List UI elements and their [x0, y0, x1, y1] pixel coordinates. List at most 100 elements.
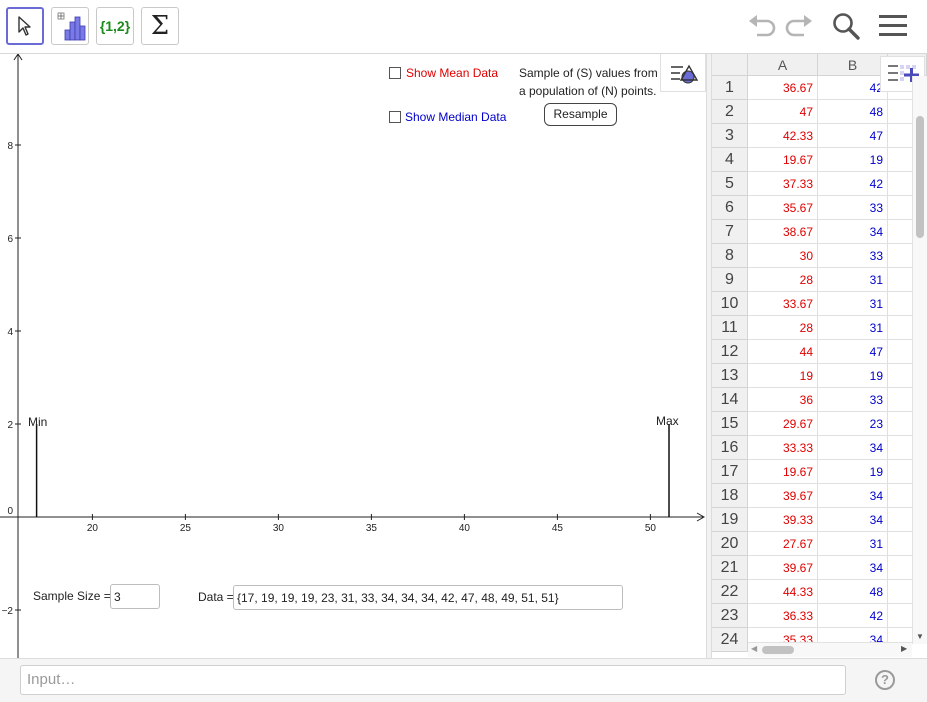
- row-header[interactable]: 20: [712, 532, 748, 556]
- cell-c[interactable]: [888, 556, 912, 580]
- cell-a[interactable]: 44: [748, 340, 818, 364]
- cell-b[interactable]: 42: [818, 172, 888, 196]
- row-header[interactable]: 9: [712, 268, 748, 292]
- sum-button[interactable]: Σ: [141, 7, 179, 45]
- scroll-right-arrow-icon[interactable]: ▶: [901, 644, 908, 653]
- row-header[interactable]: 10: [712, 292, 748, 316]
- cell-c[interactable]: [888, 76, 912, 100]
- algebra-input-field[interactable]: Input…: [20, 665, 846, 695]
- cell-c[interactable]: [888, 604, 912, 628]
- cell-c[interactable]: [888, 148, 912, 172]
- cell-a[interactable]: 47: [748, 100, 818, 124]
- cell-b[interactable]: 34: [818, 556, 888, 580]
- create-list-button[interactable]: {1,2}: [96, 7, 134, 45]
- view-divider[interactable]: [706, 54, 712, 658]
- cell-c[interactable]: [888, 220, 912, 244]
- show-mean-label[interactable]: Show Mean Data: [406, 66, 499, 80]
- cell-a[interactable]: 44.33: [748, 580, 818, 604]
- cell-c[interactable]: [888, 100, 912, 124]
- row-header[interactable]: 22: [712, 580, 748, 604]
- resample-button[interactable]: Resample: [544, 103, 617, 126]
- row-header[interactable]: 15: [712, 412, 748, 436]
- row-header[interactable]: 18: [712, 484, 748, 508]
- row-header[interactable]: 21: [712, 556, 748, 580]
- column-header-b[interactable]: B: [818, 54, 888, 76]
- row-header[interactable]: 3: [712, 124, 748, 148]
- cell-b[interactable]: 48: [818, 580, 888, 604]
- show-mean-checkbox[interactable]: [389, 67, 401, 79]
- cell-a[interactable]: 30: [748, 244, 818, 268]
- cell-c[interactable]: [888, 268, 912, 292]
- cell-b[interactable]: 42: [818, 604, 888, 628]
- cell-c[interactable]: [888, 532, 912, 556]
- cell-c[interactable]: [888, 364, 912, 388]
- redo-button[interactable]: [781, 8, 817, 44]
- cell-c[interactable]: [888, 172, 912, 196]
- cell-b[interactable]: 19: [818, 460, 888, 484]
- row-header[interactable]: 19: [712, 508, 748, 532]
- row-header[interactable]: 11: [712, 316, 748, 340]
- cell-a[interactable]: 33.33: [748, 436, 818, 460]
- cell-b[interactable]: 23: [818, 412, 888, 436]
- row-header[interactable]: 1: [712, 76, 748, 100]
- horizontal-scrollbar[interactable]: ◀ ▶: [748, 642, 912, 657]
- cell-b[interactable]: 19: [818, 148, 888, 172]
- cell-a[interactable]: 39.67: [748, 484, 818, 508]
- cell-b[interactable]: 19: [818, 364, 888, 388]
- scroll-down-arrow-icon[interactable]: ▼: [916, 632, 924, 641]
- row-header[interactable]: 13: [712, 364, 748, 388]
- cell-a[interactable]: 28: [748, 316, 818, 340]
- data-input[interactable]: {17, 19, 19, 19, 23, 31, 33, 34, 34, 34,…: [233, 585, 623, 610]
- cell-c[interactable]: [888, 412, 912, 436]
- cell-a[interactable]: 38.67: [748, 220, 818, 244]
- scroll-left-arrow-icon[interactable]: ◀: [751, 644, 758, 653]
- cell-a[interactable]: 33.67: [748, 292, 818, 316]
- cell-b[interactable]: 31: [818, 268, 888, 292]
- row-header[interactable]: 24: [712, 628, 748, 652]
- vertical-scroll-thumb[interactable]: [916, 116, 924, 238]
- row-header[interactable]: 2: [712, 100, 748, 124]
- search-button[interactable]: [828, 8, 864, 44]
- cell-a[interactable]: 19.67: [748, 148, 818, 172]
- style-bar-toggle[interactable]: [660, 54, 706, 92]
- cell-c[interactable]: [888, 580, 912, 604]
- cell-b[interactable]: 31: [818, 532, 888, 556]
- cell-b[interactable]: 31: [818, 292, 888, 316]
- row-header[interactable]: 12: [712, 340, 748, 364]
- cell-b[interactable]: 33: [818, 388, 888, 412]
- sample-size-input[interactable]: 3: [110, 584, 160, 609]
- row-header[interactable]: 5: [712, 172, 748, 196]
- undo-button[interactable]: [744, 8, 780, 44]
- column-header-a[interactable]: A: [748, 54, 818, 76]
- cell-b[interactable]: 34: [818, 484, 888, 508]
- show-median-checkbox[interactable]: [389, 111, 401, 123]
- cell-c[interactable]: [888, 388, 912, 412]
- cell-a[interactable]: 19: [748, 364, 818, 388]
- cell-c[interactable]: [888, 340, 912, 364]
- cell-c[interactable]: [888, 244, 912, 268]
- horizontal-scroll-thumb[interactable]: [762, 646, 794, 654]
- cell-b[interactable]: 47: [818, 340, 888, 364]
- row-header[interactable]: 23: [712, 604, 748, 628]
- cell-a[interactable]: 29.67: [748, 412, 818, 436]
- row-header[interactable]: 14: [712, 388, 748, 412]
- help-icon[interactable]: ?: [875, 670, 895, 690]
- cell-c[interactable]: [888, 484, 912, 508]
- cell-b[interactable]: 31: [818, 316, 888, 340]
- cell-b[interactable]: 34: [818, 508, 888, 532]
- row-header[interactable]: 8: [712, 244, 748, 268]
- cell-b[interactable]: 47: [818, 124, 888, 148]
- cell-c[interactable]: [888, 292, 912, 316]
- spreadsheet-view[interactable]: A B 1 36.67 42 2 47 48 3 42.33 47 4 19.67 19 5 37.33 4…: [712, 54, 927, 658]
- cell-a[interactable]: 42.33: [748, 124, 818, 148]
- cell-a[interactable]: 19.67: [748, 460, 818, 484]
- cell-b[interactable]: 33: [818, 196, 888, 220]
- cell-a[interactable]: 39.67: [748, 556, 818, 580]
- cell-b[interactable]: 33: [818, 244, 888, 268]
- move-tool-button[interactable]: [6, 7, 44, 45]
- row-header[interactable]: 17: [712, 460, 748, 484]
- cell-b[interactable]: 42: [818, 76, 888, 100]
- cell-a[interactable]: 36.67: [748, 76, 818, 100]
- cell-a[interactable]: 36.33: [748, 604, 818, 628]
